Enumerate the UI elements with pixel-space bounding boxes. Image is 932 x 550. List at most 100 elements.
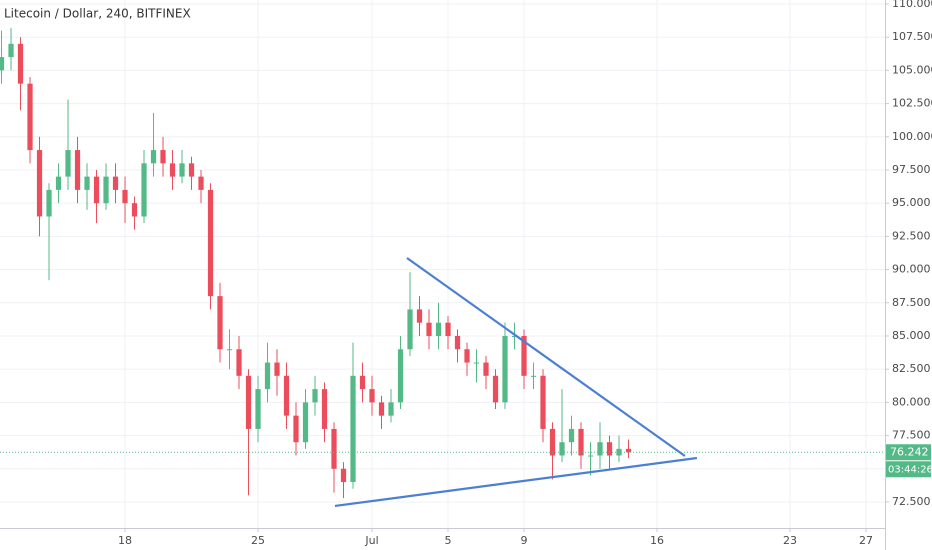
candle-body [606,442,613,456]
candle-body [568,428,575,443]
candle-body [397,349,404,403]
candle-body [340,468,347,483]
candle-body [540,375,546,429]
x-tick-label: 23 [783,534,797,547]
candle-body [198,176,204,190]
y-tick-label: 102.500 [892,97,932,110]
candle-body [454,335,461,350]
candle-body [502,335,508,403]
candle-body [597,442,603,456]
candle-body [511,335,518,337]
candle-body [131,203,138,217]
candle-body [93,176,100,204]
candle-body [321,389,328,429]
trendline [406,257,686,457]
x-tick-label: 16 [650,534,664,547]
candle-body [559,442,565,456]
candle-body [587,455,594,457]
y-tick-label: 95.000 [892,196,931,209]
y-tick-label: 85.000 [892,329,931,342]
y-tick-label: 87.500 [892,296,931,309]
candle-body [8,43,14,58]
chart-title: Litecoin / Dollar, 240, BITFINEX [4,7,191,21]
candle-body [207,189,214,297]
candle-body [473,362,480,364]
candle-body [331,428,337,469]
y-tick-label: 97.500 [892,163,931,176]
x-tick-label: 18 [118,534,132,547]
y-tick-label: 82.500 [892,362,931,375]
candle-body [293,415,299,443]
candle-body [217,296,223,350]
y-tick-label: 80.000 [892,395,931,408]
candle-body [530,375,537,377]
candle-body [65,150,71,177]
candle-body [435,322,442,336]
candle-body [274,362,280,376]
x-tick-label: 25 [251,534,265,547]
candle-body [122,189,128,204]
candle-body [483,362,489,376]
candle-body [264,362,271,390]
candle-body [112,176,119,190]
candle-body [188,163,195,177]
candle-body [616,448,622,456]
grid [0,0,885,528]
candle-body [255,389,261,429]
candle-body [245,375,252,429]
candle-body [445,322,451,336]
candle-body [169,163,176,177]
candle-body [407,309,413,350]
x-tick-label: Jul [364,534,378,547]
x-tick-label: 5 [445,534,452,547]
last-price-label: 76.242 [890,445,929,458]
y-tick-label: 92.500 [892,229,931,242]
candle-body [464,349,470,363]
candle-body [521,335,527,376]
candle-body [17,43,24,84]
candle-body [426,322,432,336]
y-tick-label: 100.000 [892,130,932,143]
candle-body [492,375,499,403]
y-tick-label: 105.000 [892,63,932,76]
y-tick-label: 77.500 [892,429,931,442]
candle-body [359,375,366,390]
candle-body [625,448,632,453]
candle-body [74,150,81,190]
candle-body [46,189,52,217]
candle-body [160,150,166,164]
candle-body [312,389,318,403]
countdown-box [886,461,931,478]
candle-body [388,402,394,416]
candle-body [84,176,90,190]
candle-body [416,309,423,323]
candle-body [27,83,33,151]
x-tick-label: 9 [521,534,528,547]
candle-body [150,150,157,164]
candle-body [179,163,185,177]
x-tick-label: 27 [859,534,873,547]
candle-body [226,349,233,351]
trendline [334,456,698,508]
candle-body [236,349,242,376]
candle-body [103,176,109,204]
candle-body [578,428,584,456]
y-tick-label: 72.500 [892,495,931,508]
last-price-box [886,444,931,461]
y-tick-label: 107.500 [892,30,932,43]
candle-body [378,402,385,416]
candle-body [369,389,375,403]
y-tick-label: 90.000 [892,263,931,276]
candle-body [350,375,356,483]
candle-body [283,375,290,416]
candle-body [0,57,5,71]
candle-body [141,163,147,217]
countdown-label: 03:44:26 [888,464,932,475]
candle-body [36,150,43,217]
y-tick-label: 110.000 [892,0,932,10]
candles [0,27,632,498]
candle-body [55,176,62,190]
candle-body [549,428,556,456]
